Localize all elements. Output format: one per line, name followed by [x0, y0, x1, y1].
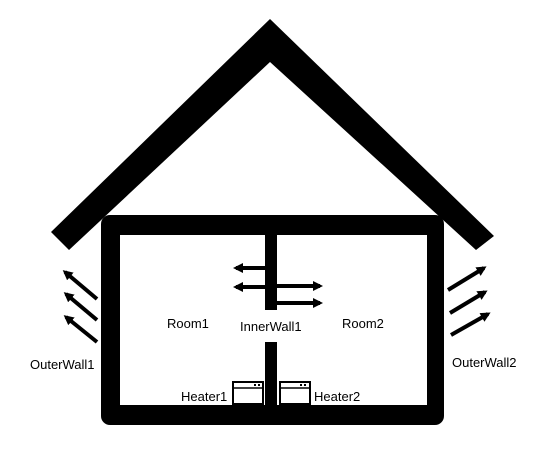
- arrow-icon: [450, 312, 491, 337]
- outer-wall-left-label: OuterWall1: [30, 357, 95, 372]
- outer-wall-right-arrows: [446, 266, 491, 337]
- arrow-icon: [448, 290, 488, 315]
- arrow-icon: [446, 266, 487, 292]
- outer-wall-right-label: OuterWall2: [452, 355, 517, 370]
- inner-heat-arrows: [233, 263, 323, 308]
- heater1-label: Heater1: [181, 389, 228, 404]
- inner-wall-label: InnerWall1: [240, 319, 302, 334]
- arrow-icon: [63, 292, 99, 322]
- heater2-icon: [279, 381, 311, 405]
- arrow-icon: [62, 270, 99, 301]
- heater1-icon: [232, 381, 264, 405]
- arrow-icon: [63, 315, 99, 344]
- heater2-label: Heater2: [314, 389, 361, 404]
- inner-wall: [265, 235, 277, 406]
- room2-label: Room2: [342, 316, 384, 331]
- house-outline: [101, 215, 444, 425]
- room1-label: Room1: [167, 316, 209, 331]
- outer-wall-left-arrows: [62, 270, 99, 344]
